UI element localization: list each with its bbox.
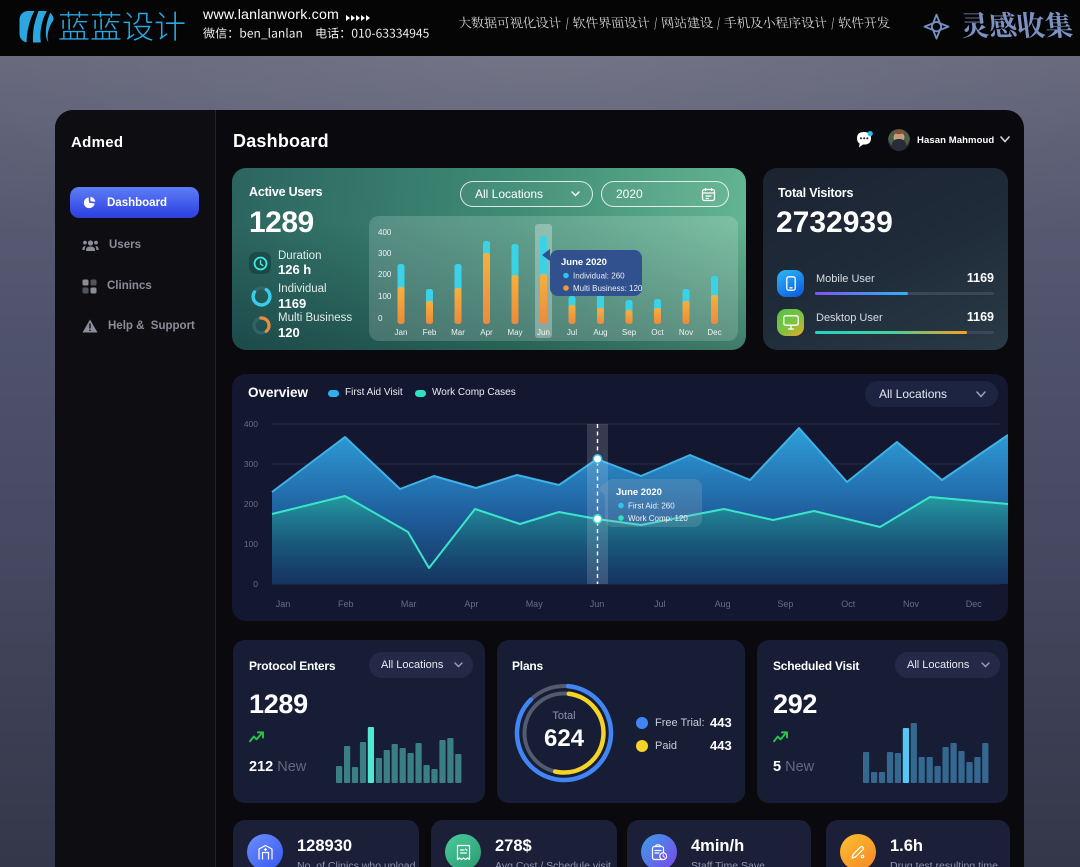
svg-text:Mar: Mar [451, 328, 465, 337]
svg-text:Jun: Jun [537, 328, 550, 337]
svg-text:200: 200 [378, 270, 392, 279]
svg-text:Feb: Feb [423, 328, 437, 337]
svg-text:Apr: Apr [464, 599, 478, 609]
svg-text:Multi Business: 120: Multi Business: 120 [573, 284, 643, 293]
svg-text:Apr: Apr [480, 328, 493, 337]
svg-text:Dec: Dec [707, 328, 721, 337]
svg-text:Jul: Jul [654, 599, 666, 609]
svg-text:Jan: Jan [276, 599, 291, 609]
svg-text:Aug: Aug [593, 328, 607, 337]
svg-text:Dec: Dec [966, 599, 983, 609]
svg-text:Nov: Nov [903, 599, 920, 609]
svg-text:400: 400 [378, 228, 392, 237]
svg-text:Oct: Oct [841, 599, 856, 609]
svg-text:Mar: Mar [401, 599, 417, 609]
svg-text:Oct: Oct [651, 328, 664, 337]
svg-text:Individual: 260: Individual: 260 [573, 272, 625, 281]
svg-text:First Aid: 260: First Aid: 260 [628, 502, 675, 511]
svg-text:Aug: Aug [715, 599, 731, 609]
svg-text:100: 100 [244, 539, 258, 549]
svg-text:300: 300 [378, 249, 392, 258]
svg-text:400: 400 [244, 419, 258, 429]
svg-text:Jul: Jul [567, 328, 577, 337]
svg-text:Sep: Sep [777, 599, 793, 609]
svg-text:June 2020: June 2020 [561, 257, 607, 268]
svg-text:100: 100 [378, 292, 392, 301]
svg-text:0: 0 [378, 314, 383, 323]
svg-text:300: 300 [244, 459, 258, 469]
svg-text:May: May [526, 599, 544, 609]
svg-text:Work Comp: 120: Work Comp: 120 [628, 514, 688, 523]
svg-text:0: 0 [253, 579, 258, 589]
svg-text:Jun: Jun [590, 599, 605, 609]
svg-text:June 2020: June 2020 [616, 487, 662, 498]
svg-text:Nov: Nov [679, 328, 693, 337]
svg-text:200: 200 [244, 499, 258, 509]
svg-text:Jan: Jan [395, 328, 408, 337]
svg-text:May: May [507, 328, 522, 337]
svg-text:Sep: Sep [622, 328, 637, 337]
svg-text:Feb: Feb [338, 599, 354, 609]
